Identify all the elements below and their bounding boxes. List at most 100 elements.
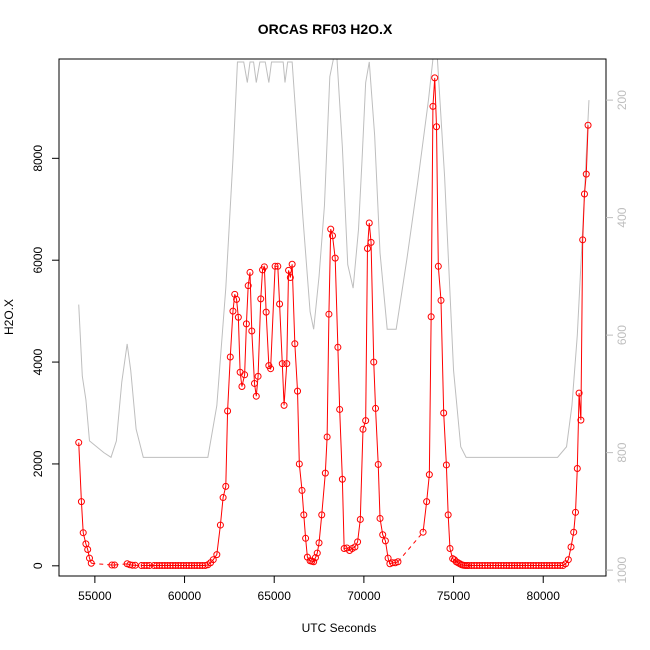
data-point — [381, 537, 389, 545]
data-point — [419, 528, 427, 536]
data-point — [321, 469, 329, 477]
data-point — [484, 562, 492, 570]
right-axis: 200 400 600 800 1000 — [606, 90, 629, 583]
h2o-series-line — [126, 563, 136, 566]
data-point — [274, 262, 282, 270]
chart-title: ORCAS RF03 H2O.X — [258, 21, 393, 37]
data-point — [257, 295, 265, 303]
data-point — [535, 562, 543, 570]
x-tick-label: 75000 — [437, 589, 471, 603]
h2o-series-line — [141, 222, 399, 567]
data-point — [444, 511, 452, 519]
h2o-series-gap-line — [397, 531, 424, 563]
y-tick-label: 0 — [31, 562, 45, 569]
data-point — [174, 562, 182, 570]
data-point — [310, 558, 318, 566]
data-point — [153, 562, 161, 570]
data-point — [79, 529, 87, 537]
data-point — [193, 562, 201, 570]
data-point — [140, 562, 148, 570]
data-point — [527, 562, 535, 570]
data-point — [511, 562, 519, 570]
data-point — [551, 562, 559, 570]
right-axis-series-line — [78, 59, 590, 459]
data-point — [241, 371, 249, 379]
data-point — [158, 562, 166, 570]
data-point — [367, 238, 375, 246]
data-point — [434, 262, 442, 270]
data-point — [246, 268, 254, 276]
data-point — [155, 562, 163, 570]
data-point — [108, 561, 116, 569]
data-point — [233, 295, 241, 303]
data-point — [300, 511, 308, 519]
data-point — [423, 498, 431, 506]
h2o-series-line — [422, 77, 589, 567]
data-point — [190, 562, 198, 570]
data-point — [250, 379, 258, 387]
data-point — [440, 409, 448, 417]
data-point — [276, 300, 284, 308]
data-point — [554, 562, 562, 570]
data-point — [209, 556, 217, 564]
data-point — [540, 562, 548, 570]
data-point — [75, 439, 83, 447]
x-tick-label: 80000 — [527, 589, 561, 603]
data-point — [354, 538, 362, 546]
data-point — [254, 372, 262, 380]
data-point — [519, 562, 527, 570]
data-point — [492, 562, 500, 570]
data-point — [473, 562, 481, 570]
data-point — [238, 383, 246, 391]
data-point — [334, 343, 342, 351]
data-point — [365, 219, 373, 227]
right-axis-tick-label: 400 — [615, 207, 629, 227]
data-point — [288, 260, 296, 268]
data-point — [331, 254, 339, 262]
data-point — [524, 562, 532, 570]
data-point — [283, 360, 291, 368]
data-point — [302, 534, 310, 542]
data-point — [336, 405, 344, 413]
data-point — [267, 365, 275, 373]
data-point — [129, 561, 137, 569]
data-point — [166, 562, 174, 570]
data-point — [294, 387, 302, 395]
right-axis-series-layer — [78, 59, 590, 459]
data-point — [164, 562, 172, 570]
data-point — [84, 546, 92, 554]
data-point — [323, 433, 331, 441]
data-point — [185, 562, 193, 570]
data-point — [502, 562, 510, 570]
data-point — [546, 562, 554, 570]
data-point — [362, 417, 370, 425]
data-point — [286, 274, 294, 282]
data-point — [513, 562, 521, 570]
data-point — [582, 170, 590, 178]
data-point — [374, 460, 382, 468]
data-point — [478, 562, 486, 570]
data-point — [489, 562, 497, 570]
data-point — [577, 416, 585, 424]
data-point — [295, 460, 303, 468]
h2o-series-layer — [75, 74, 592, 570]
data-point — [298, 486, 306, 494]
data-point — [529, 562, 537, 570]
data-point — [169, 562, 177, 570]
data-point — [219, 494, 227, 502]
data-point — [470, 562, 478, 570]
data-point — [543, 562, 551, 570]
data-point — [180, 562, 188, 570]
data-point — [431, 74, 439, 82]
data-point — [376, 514, 384, 522]
data-point — [252, 392, 260, 400]
data-point — [271, 262, 279, 270]
data-point — [280, 401, 288, 409]
data-point — [315, 539, 323, 547]
plot-frame — [58, 58, 607, 577]
x-axis-label: UTC Seconds — [302, 621, 377, 635]
data-point — [327, 225, 335, 233]
data-point — [161, 562, 169, 570]
data-point — [224, 407, 232, 415]
y-axis-label: H2O.X — [2, 299, 16, 335]
